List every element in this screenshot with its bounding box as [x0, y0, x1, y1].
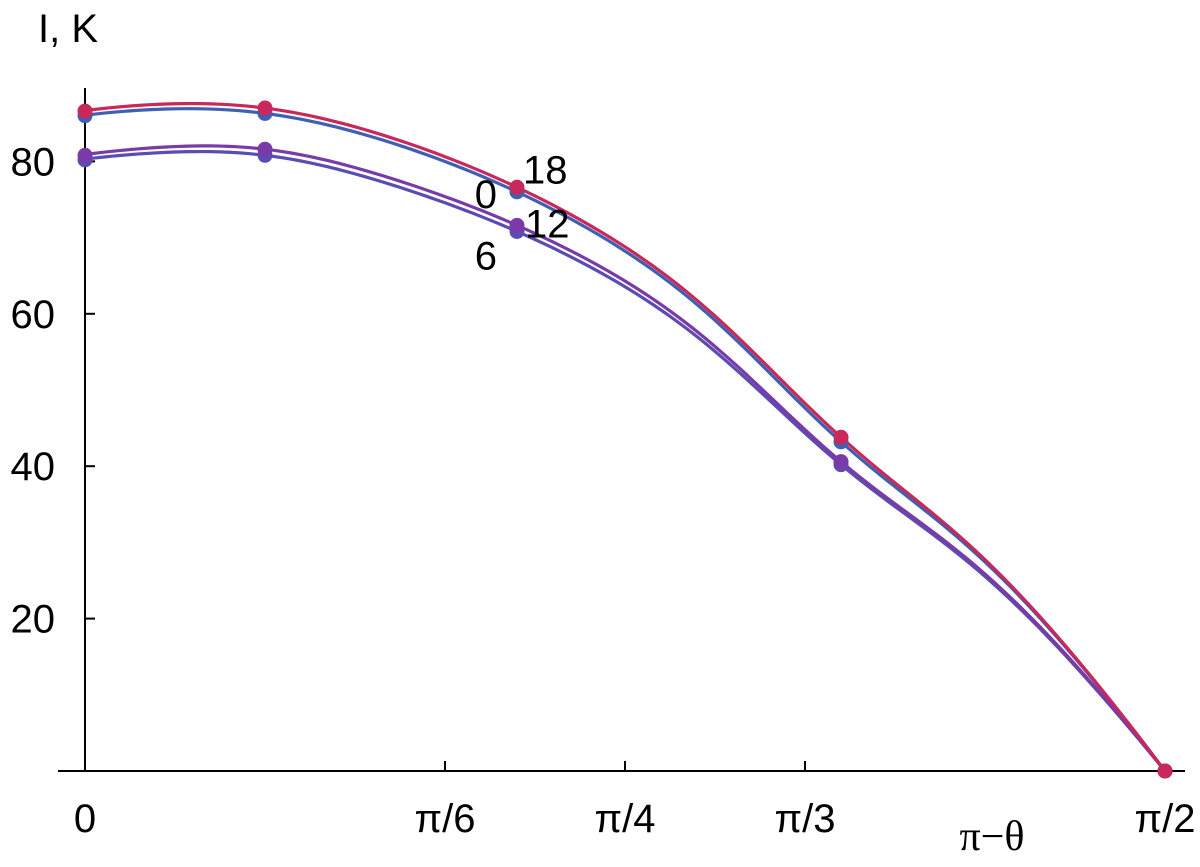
y-tick-label: 60: [11, 293, 56, 337]
series-line-12: [84, 144, 1167, 773]
x-tick-label: 0: [74, 797, 96, 841]
series-line-6: [84, 149, 1167, 773]
data-point-series-18: [833, 429, 849, 445]
series-label-18: 18: [523, 148, 568, 192]
data-point-series-12: [77, 147, 93, 163]
data-point-series-18: [1157, 763, 1173, 779]
data-point-series-18: [257, 100, 273, 116]
series-label-12: 12: [525, 202, 570, 246]
y-tick-label: 80: [11, 140, 56, 184]
data-point-series-18: [509, 179, 525, 195]
axes: [58, 88, 1185, 772]
series-label-0: 0: [475, 173, 497, 217]
y-axis-title: I, K: [38, 7, 98, 51]
data-point-series-12: [833, 454, 849, 470]
series-line-18: [84, 101, 1167, 772]
data-point-series-12: [509, 217, 525, 233]
series-curves: [84, 101, 1167, 773]
x-tick-label: π/3: [775, 797, 836, 841]
series-labels: 0 6 12 18: [475, 148, 570, 278]
series-label-6: 6: [475, 235, 497, 279]
series-line-0: [84, 107, 1167, 772]
x-tick-label: π/6: [415, 797, 476, 841]
x-axis-title: π−θ: [959, 814, 1024, 860]
series-markers: [77, 100, 1173, 779]
x-tick-label: π/2: [1135, 797, 1196, 841]
data-point-series-18: [77, 103, 93, 119]
y-tick-label: 20: [11, 598, 56, 642]
y-tick-label: 40: [11, 445, 56, 489]
x-tick-label: π/4: [595, 797, 656, 841]
data-point-series-12: [257, 141, 273, 157]
